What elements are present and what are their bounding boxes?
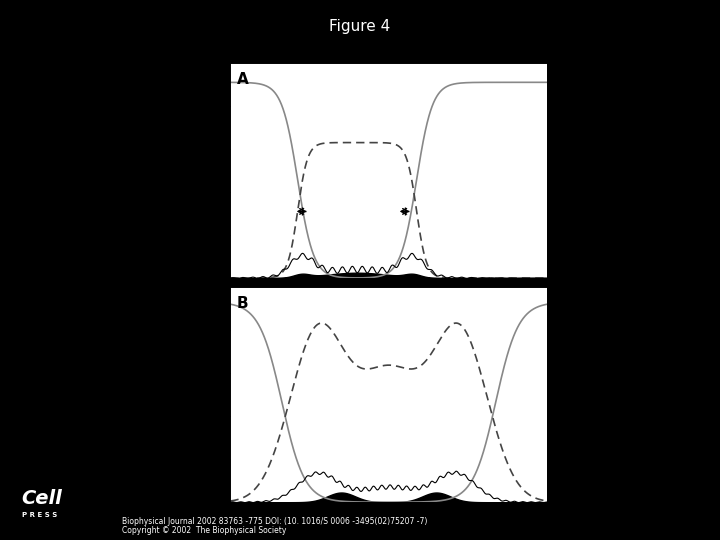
Text: Copyright © 2002  The Biophysical Society: Copyright © 2002 The Biophysical Society <box>122 525 287 535</box>
Text: Cell: Cell <box>22 489 63 508</box>
Text: Figure 4: Figure 4 <box>329 19 391 34</box>
Y-axis label: density (g/cm³): density (g/cm³) <box>193 357 203 432</box>
Text: B: B <box>237 296 248 310</box>
X-axis label: z (Å ): z (Å ) <box>376 525 402 537</box>
Text: A: A <box>237 72 248 86</box>
Text: P R E S S: P R E S S <box>22 512 57 518</box>
Text: Biophysical Journal 2002 83763 -775 DOI: (10. 1016/S 0006 -3495(02)75207 -7): Biophysical Journal 2002 83763 -775 DOI:… <box>122 517 428 526</box>
Y-axis label: density (g/cm³): density (g/cm³) <box>193 133 203 208</box>
